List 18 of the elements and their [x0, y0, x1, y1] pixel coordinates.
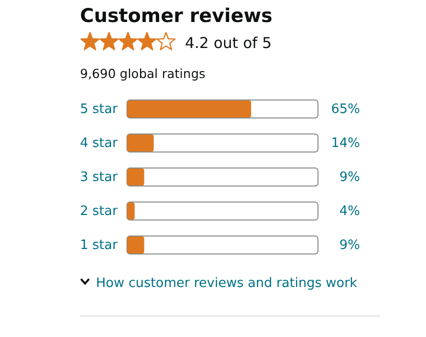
text: How customer reviews and ratings work: [96, 276, 358, 291]
y-tick-label: 2 star: [80, 204, 118, 219]
chart-title: Customer reviews: [80, 5, 272, 27]
data-label: 4%: [339, 204, 360, 219]
y-tick-label: 5 star: [80, 102, 118, 117]
y-tick-label: 4 star: [80, 136, 118, 151]
data-label: 9%: [339, 238, 360, 253]
data-label: 14%: [331, 136, 360, 151]
data-label: 65%: [331, 102, 360, 117]
bar: [127, 134, 154, 152]
bar: [127, 236, 144, 254]
y-tick-label: 3 star: [80, 170, 118, 185]
text: 9,690 global ratings: [80, 66, 206, 81]
data-label: 9%: [339, 170, 360, 185]
chart-subtitle: 4.2 out of 5: [185, 34, 272, 52]
y-tick-label: 1 star: [80, 238, 118, 253]
bar: [127, 202, 135, 220]
bar: [127, 168, 144, 186]
